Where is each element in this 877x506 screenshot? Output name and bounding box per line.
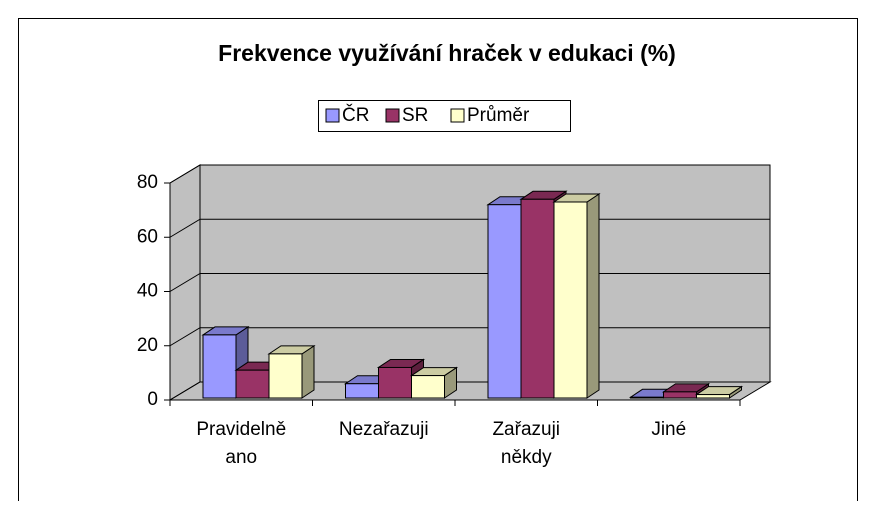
legend-box (318, 100, 571, 132)
legend-label: SR (402, 105, 428, 126)
bar (268, 353, 303, 399)
x-tick-label: Nezařazuji (339, 419, 429, 440)
y-tick-label: 60 (137, 226, 158, 247)
x-tick-label-line: Zařazuji (492, 419, 560, 440)
x-tick-label-line: ano (225, 447, 257, 468)
bar (630, 396, 664, 399)
legend-swatch (450, 108, 465, 123)
bar (663, 391, 697, 399)
bar (520, 198, 555, 399)
bar (345, 383, 379, 399)
bar (487, 204, 522, 399)
legend-label: Průměr (467, 105, 530, 126)
bar (202, 334, 237, 399)
grid-line (169, 164, 770, 184)
y-tick-label: 20 (137, 335, 158, 356)
y-tick-label: 80 (137, 172, 158, 193)
bar-side (301, 344, 315, 399)
x-tick-label-line: Pravidelně (196, 419, 286, 440)
x-tick-label: Zařazuji někdy (492, 419, 560, 468)
bar (235, 369, 270, 399)
bar (553, 201, 588, 399)
legend-label: ČR (342, 104, 369, 126)
legend-swatch (325, 108, 340, 123)
bar (378, 366, 412, 399)
x-tick-label-line: někdy (501, 447, 552, 468)
y-tick-label: 40 (137, 281, 158, 302)
x-tick-label: Jiné (651, 419, 686, 440)
bar (411, 375, 445, 399)
bar-side (586, 193, 600, 399)
legend-swatch (385, 108, 400, 123)
bar (696, 394, 730, 399)
chart-title: Frekvence využívání hraček v edukaci (%) (218, 40, 676, 66)
y-tick-label: 0 (147, 389, 158, 410)
x-tick-label: Pravidelně ano (196, 419, 286, 468)
